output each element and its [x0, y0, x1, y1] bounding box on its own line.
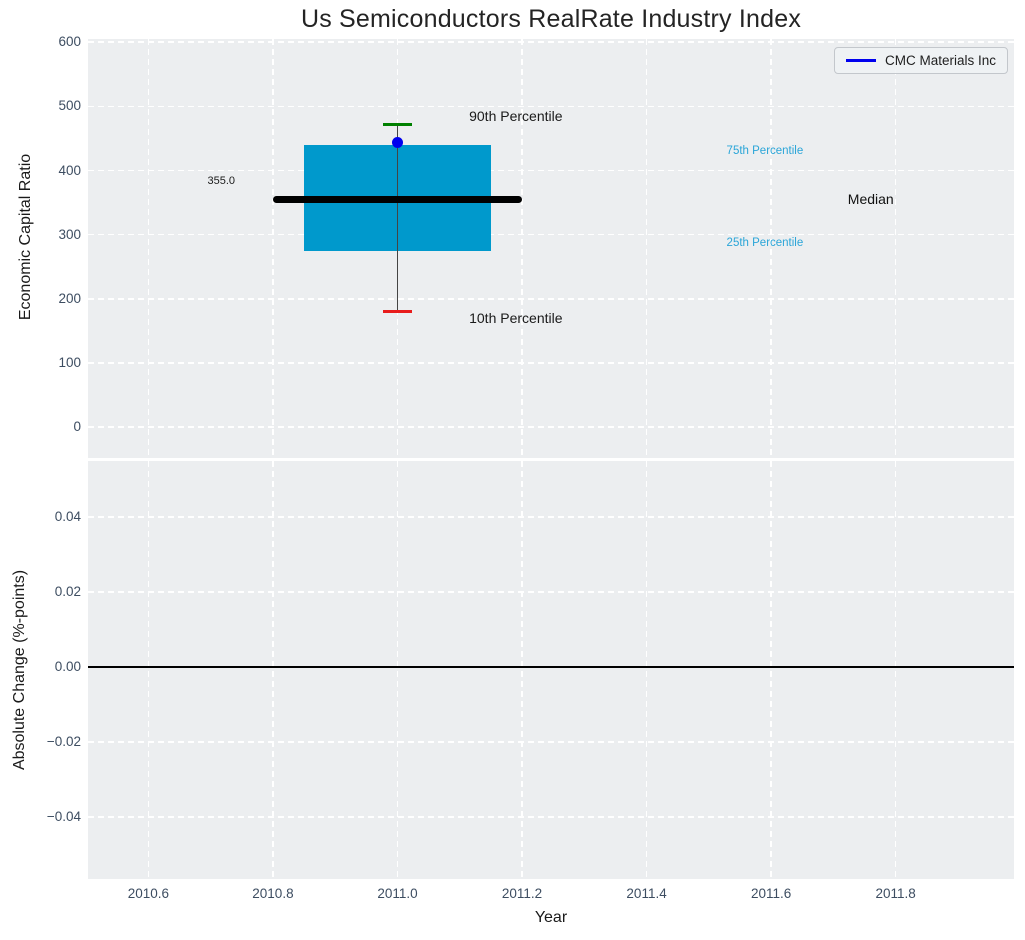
whisker-cap-10th: [382, 310, 413, 313]
y-tick-label: 0.04: [54, 509, 81, 525]
whisker-line: [396, 124, 399, 312]
top-axes: CMC Materials Inc 90th Percentile 10th Pe…: [88, 39, 1014, 458]
x-tick-label: 2011.0: [377, 886, 418, 901]
annotation-75th-percentile: 75th Percentile: [726, 145, 804, 158]
h-gridline: [88, 298, 1014, 300]
v-gridline: [645, 39, 648, 458]
h-gridline: [88, 591, 1014, 593]
x-tick-label: 2010.6: [127, 886, 170, 901]
y-tick-label: 300: [58, 226, 81, 242]
annotation-10th-percentile: 10th Percentile: [469, 310, 563, 327]
y-tick-label: 0: [73, 419, 81, 435]
v-gridline: [645, 461, 648, 879]
v-gridline: [147, 39, 150, 458]
x-axis-label: Year: [534, 909, 568, 926]
h-gridline: [88, 516, 1014, 518]
v-gridline: [147, 461, 150, 879]
y-tick-label: 500: [58, 98, 81, 114]
h-gridline: [88, 233, 1014, 236]
x-tick-label: 2011.2: [501, 886, 543, 901]
annotation-355-0: 355.0: [207, 174, 236, 187]
y-tick-label: 100: [58, 355, 81, 371]
legend-line-sample: [845, 59, 876, 62]
v-gridline: [894, 39, 897, 458]
h-gridline: [88, 169, 1014, 172]
legend: CMC Materials Inc: [833, 47, 1008, 74]
whisker-cap-90th: [382, 123, 413, 126]
legend-label: CMC Materials Inc: [884, 53, 996, 68]
v-gridline: [894, 461, 897, 879]
y-tick-label: 0.00: [54, 659, 81, 675]
median-line: [272, 195, 523, 203]
zero-line: [88, 666, 1014, 669]
h-gridline: [88, 426, 1014, 428]
annotation-25th-percentile: 25th Percentile: [726, 237, 804, 250]
chart-title: Us Semiconductors RealRate Industry Inde…: [300, 5, 802, 33]
v-gridline: [521, 39, 523, 458]
y-tick-label: −0.02: [46, 734, 81, 750]
v-gridline: [272, 39, 274, 458]
x-tick-label: 2011.6: [750, 886, 792, 901]
v-gridline: [396, 461, 399, 879]
annotation-90th-percentile: 90th Percentile: [469, 107, 563, 124]
v-gridline: [272, 461, 274, 879]
x-tick-label: 2010.8: [252, 886, 294, 901]
v-gridline: [770, 39, 772, 458]
v-gridline: [770, 461, 772, 879]
h-gridline: [88, 741, 1014, 743]
h-gridline: [88, 362, 1014, 364]
company-marker: [391, 136, 403, 148]
x-tick-label: 2011.4: [626, 886, 667, 901]
h-gridline: [88, 816, 1014, 818]
h-gridline: [88, 105, 1014, 108]
y-tick-label: −0.04: [46, 809, 81, 825]
y-tick-label: 200: [58, 290, 81, 306]
bottom-axes: [88, 461, 1014, 879]
y-tick-label: 600: [58, 34, 81, 50]
y-tick-label: 400: [58, 162, 81, 178]
v-gridline: [521, 461, 523, 879]
x-tick-label: 2011.8: [875, 886, 916, 901]
y-tick-label: 0.02: [54, 584, 81, 600]
annotation-median: Median: [847, 190, 894, 207]
h-gridline: [88, 41, 1014, 43]
